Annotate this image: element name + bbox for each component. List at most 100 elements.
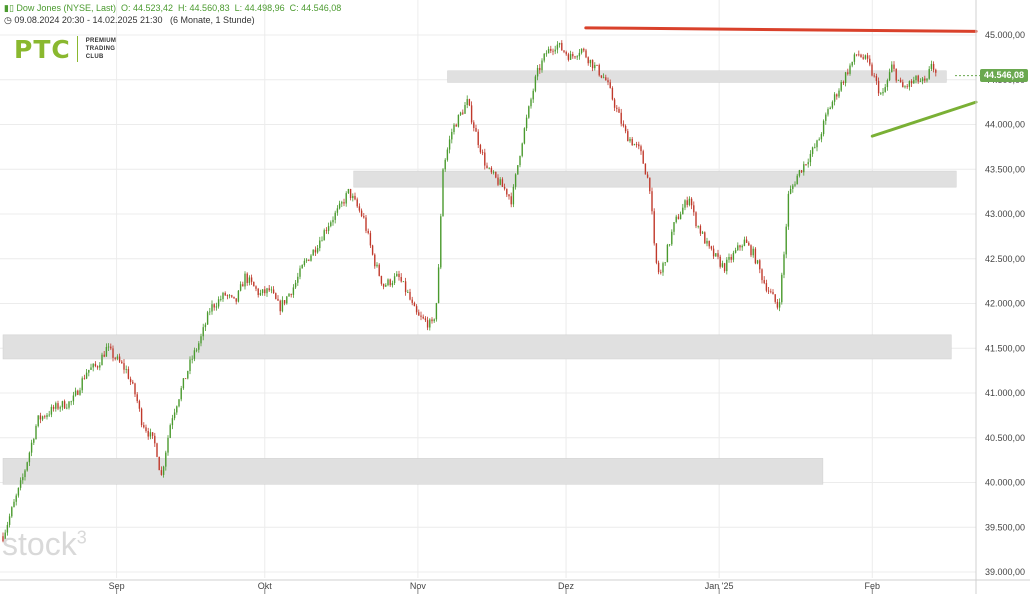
candle-body-up [913,80,915,84]
candle-body-up [778,302,781,308]
candle-body-down [616,107,618,109]
candle-body-up [818,139,820,141]
candle-body-down [510,196,512,205]
candle-body-up [822,120,825,135]
candle-body-up [530,99,532,107]
candle-body-up [904,86,906,88]
candle-body-up [492,171,495,173]
candle-body-down [253,281,255,287]
candle-body-down [651,191,653,212]
candle-body-down [279,300,281,312]
candle-body-up [193,350,196,359]
candle-body-down [138,401,141,409]
candle-body-up [288,293,290,297]
candle-body-up [385,285,387,287]
candle-body-down [52,406,55,409]
price-zone [2,458,824,485]
candle-body-up [292,287,295,295]
trendlines[interactable] [584,26,978,138]
candle-body-up [534,76,537,91]
resistance-trendline [584,26,978,33]
candle-body-up [891,64,893,73]
price-zones [2,70,957,485]
candle-body-up [545,53,548,55]
candle-body-down [618,108,620,113]
candle-body-down [759,260,761,270]
candle-body-down [158,456,160,471]
candle-body-down [875,76,878,81]
candle-body-down [103,354,105,357]
candle-body-up [794,184,796,186]
candle-body-down [609,82,611,89]
candle-body-up [248,277,251,283]
open-value: O: 44.523,42 [120,3,174,13]
candle-body-up [798,170,801,176]
candle-body-up [684,200,686,208]
x-tick-label: Okt [258,581,273,591]
candle-body-up [24,470,26,478]
candle-body-up [6,524,9,533]
candle-body-down [712,248,715,257]
candle-body-up [435,303,438,320]
candle-body-up [297,276,299,283]
candle-body-down [631,138,633,146]
date-range: 09.08.2024 20:30 - 14.02.2025 21:30 [14,15,163,25]
candle-body-down [462,112,464,114]
candle-body-down [224,292,226,296]
candle-body-down [895,68,897,81]
candle-body-up [864,55,867,59]
candle-body-down [693,205,695,213]
candle-body-up [59,407,61,409]
candle-body-down [572,54,574,57]
candle-body-down [605,77,607,81]
candle-body-up [303,260,306,265]
candle-body-down [836,94,838,97]
candle-body-up [668,244,671,246]
clock-icon: ◷ [4,15,12,25]
candle-body-up [301,264,303,269]
candle-body-down [871,64,873,76]
candle-body-up [286,296,288,304]
candle-body-down [418,312,420,316]
x-tick-label: Sep [109,581,125,591]
candle-body-up [33,439,35,443]
candle-body-up [849,65,851,74]
candle-body-down [638,144,640,147]
candle-body-up [459,112,462,115]
candle-body-up [514,174,517,187]
candle-body-up [294,282,297,288]
candle-body-up [198,343,200,350]
candle-body-up [884,87,886,92]
candle-body-down [503,186,506,189]
candle-body-up [206,312,209,325]
candle-body-down [275,293,277,299]
candle-body-up [789,188,792,194]
candle-body-down [893,64,895,69]
candle-body-up [281,300,284,312]
candle-body-up [180,388,182,400]
candle-body-up [453,124,455,133]
candle-body-down [902,82,904,88]
candle-body-up [880,93,882,95]
candle-body-up [688,198,691,205]
candle-body-up [345,193,347,204]
candle-body-up [512,186,515,205]
candle-body-up [919,81,922,82]
logo-separator [76,36,78,62]
candle-body-down [484,152,486,166]
candle-body-down [690,198,693,206]
candle-body-up [46,415,48,418]
candle-body-up [671,231,673,245]
candle-body-down [382,283,385,287]
candle-body-up [519,155,521,166]
candle-body-up [783,254,785,275]
candle-body-down [145,427,147,431]
candle-body-up [169,425,171,438]
candle-body-down [409,291,411,300]
y-tick-label: 39.500,00 [985,522,1025,532]
candle-body-down [899,79,902,83]
candle-body-up [35,425,37,440]
x-tick-label: Nov [410,581,427,591]
candle-body-up [195,349,198,351]
